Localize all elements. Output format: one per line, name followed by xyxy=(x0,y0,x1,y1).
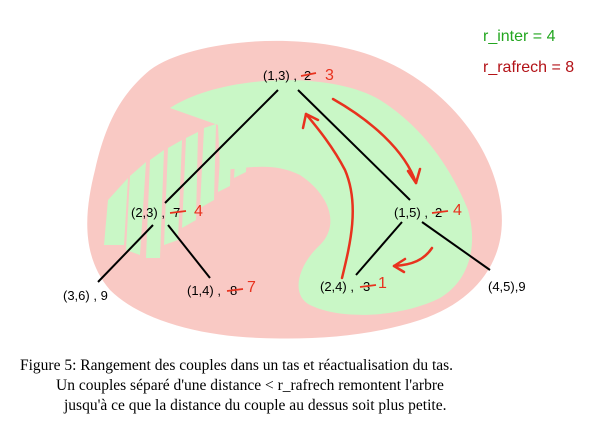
node-new-value: 4 xyxy=(194,203,203,220)
node-3-6: (3,6) , 9 xyxy=(63,288,108,303)
node-2-4: (2,4) , 3 1 xyxy=(320,275,387,294)
caption-line-3: jusqu'à ce que la distance du couple au … xyxy=(64,397,447,414)
arrow-down-curve xyxy=(331,97,418,185)
arrow-up-curve xyxy=(304,112,354,280)
node-label: (2,3) , xyxy=(131,205,165,220)
figure-caption: Figure 5: Rangement des couples dans un … xyxy=(0,356,560,416)
node-label: (1,5) , xyxy=(394,205,428,220)
edge-15-24 xyxy=(355,221,403,276)
edge-13-23 xyxy=(164,89,279,204)
arrow-left-curve xyxy=(392,246,434,268)
node-1-5: (1,5) , 2 4 xyxy=(394,202,462,220)
strike-line xyxy=(300,72,317,77)
node-label: (1,4) , xyxy=(187,283,221,298)
edge-13-15 xyxy=(297,89,411,201)
tree-edges xyxy=(97,89,491,283)
node-1-3: (1,3) , 2 3 xyxy=(263,67,334,84)
caption-line-2: Un couples séparé d'une distance < r_raf… xyxy=(56,377,444,394)
edge-23-14 xyxy=(167,224,211,279)
node-label: (3,6) , 9 xyxy=(63,288,108,303)
strike-line xyxy=(431,210,449,214)
node-label: (2,4) , xyxy=(320,279,354,294)
node-new-value: 4 xyxy=(453,202,462,219)
node-label: (4,5),9 xyxy=(488,279,526,294)
strike-line xyxy=(169,210,187,214)
strike-line xyxy=(359,284,377,288)
edge-15-45 xyxy=(421,221,491,271)
node-4-5: (4,5),9 xyxy=(488,279,526,294)
strike-line xyxy=(226,288,244,292)
edge-23-36 xyxy=(97,224,154,283)
node-new-value: 7 xyxy=(247,279,256,296)
node-new-value: 1 xyxy=(378,275,387,292)
legend-r-rafrech: r_rafrech = 8 xyxy=(483,59,574,76)
node-2-3: (2,3) , 7 4 xyxy=(131,203,203,220)
green-region xyxy=(170,80,473,315)
node-new-value: 3 xyxy=(325,67,334,84)
legend-r-inter: r_inter = 4 xyxy=(483,28,556,45)
node-label: (1,3) , xyxy=(263,68,297,83)
red-arrows xyxy=(301,97,434,280)
caption-line-1: Figure 5: Rangement des couples dans un … xyxy=(20,357,454,374)
node-1-4: (1,4) , 8 7 xyxy=(187,279,256,298)
